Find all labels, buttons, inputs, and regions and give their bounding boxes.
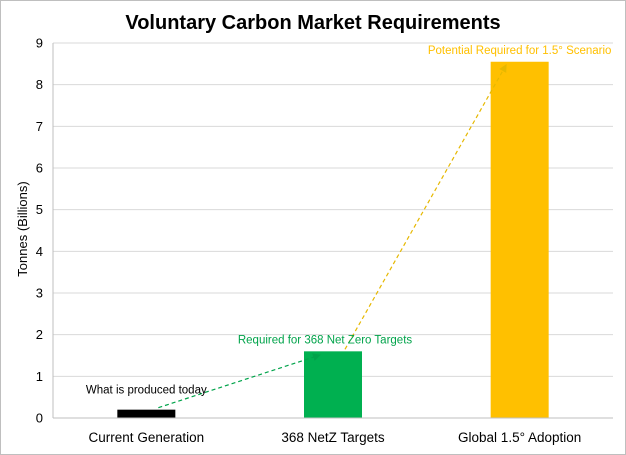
labels: 0 1 2 3 4 5 6 7 8 9 Current Generation 368 NetZ Tar… bbox=[36, 36, 612, 446]
y-tick-label: 7 bbox=[36, 119, 43, 134]
trend-arrow bbox=[344, 64, 507, 350]
y-tick-label: 6 bbox=[36, 161, 43, 176]
y-tick-label: 9 bbox=[36, 36, 43, 51]
grid-lines bbox=[53, 42, 613, 377]
y-tick-label: 2 bbox=[36, 327, 43, 342]
bar-1 bbox=[117, 409, 176, 418]
y-tick-label: 0 bbox=[36, 411, 43, 426]
y-tick-label: 3 bbox=[36, 286, 43, 301]
y-tick-label: 8 bbox=[36, 77, 43, 92]
bar-2 bbox=[304, 351, 362, 418]
y-axis-label: Tonnes (Billions) bbox=[15, 181, 30, 276]
annotation-label: What is produced today bbox=[86, 385, 207, 397]
axes bbox=[52, 43, 613, 419]
arrows bbox=[158, 64, 507, 409]
y-tick-label: 5 bbox=[36, 202, 43, 217]
bars bbox=[117, 61, 549, 418]
x-category-label: 368 NetZ Targets bbox=[281, 430, 385, 445]
x-category-label: Global 1.5° Adoption bbox=[458, 430, 581, 445]
chart-title: Voluntary Carbon Market Requirements bbox=[125, 12, 500, 34]
x-category-label: Current Generation bbox=[89, 430, 205, 445]
y-tick-label: 4 bbox=[36, 244, 43, 259]
y-tick-label: 1 bbox=[36, 369, 43, 384]
annotation-label: Required for 368 Net Zero Targets bbox=[238, 334, 413, 346]
bar-3 bbox=[490, 61, 549, 418]
annotation-label: Potential Required for 1.5° Scenario bbox=[428, 45, 612, 57]
trend-arrow bbox=[158, 353, 321, 409]
